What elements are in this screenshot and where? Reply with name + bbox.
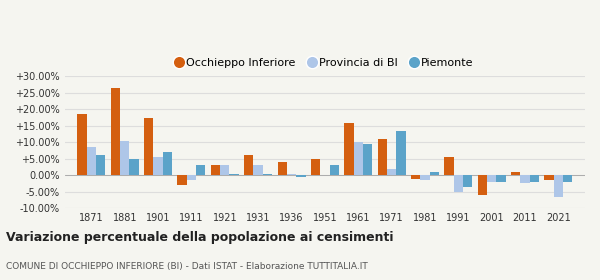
Bar [320,174,329,175]
Bar [287,174,296,175]
Bar [387,169,396,175]
Bar [187,175,196,180]
Bar [420,175,430,180]
Bar [229,174,239,175]
Legend: Occhieppo Inferiore, Provincia di BI, Piemonte: Occhieppo Inferiore, Provincia di BI, Pi… [172,53,478,72]
Bar [163,152,172,175]
Bar [278,162,287,175]
Bar [430,172,439,175]
Bar [444,157,454,175]
Bar [120,141,130,175]
Text: Variazione percentuale della popolazione ai censimenti: Variazione percentuale della popolazione… [6,231,394,244]
Bar [530,175,539,182]
Bar [411,175,420,179]
Bar [296,175,305,177]
Bar [178,175,187,185]
Bar [154,157,163,175]
Bar [111,88,120,175]
Bar [96,155,106,175]
Bar [478,175,487,195]
Bar [77,114,87,175]
Bar [487,175,496,182]
Bar [544,175,554,180]
Bar [511,172,520,175]
Bar [244,155,253,175]
Bar [463,175,472,187]
Bar [396,131,406,175]
Bar [563,175,572,182]
Bar [520,175,530,183]
Text: COMUNE DI OCCHIEPPO INFERIORE (BI) - Dati ISTAT - Elaborazione TUTTITALIA.IT: COMUNE DI OCCHIEPPO INFERIORE (BI) - Dat… [6,262,368,271]
Bar [144,118,154,175]
Bar [253,165,263,175]
Bar [496,175,506,182]
Bar [363,144,372,175]
Bar [263,174,272,175]
Bar [353,142,363,175]
Bar [329,165,339,175]
Bar [220,165,229,175]
Bar [196,165,205,175]
Bar [554,175,563,197]
Bar [377,139,387,175]
Bar [454,175,463,192]
Bar [211,165,220,175]
Bar [130,159,139,175]
Bar [87,147,96,175]
Bar [311,159,320,175]
Bar [344,123,353,175]
